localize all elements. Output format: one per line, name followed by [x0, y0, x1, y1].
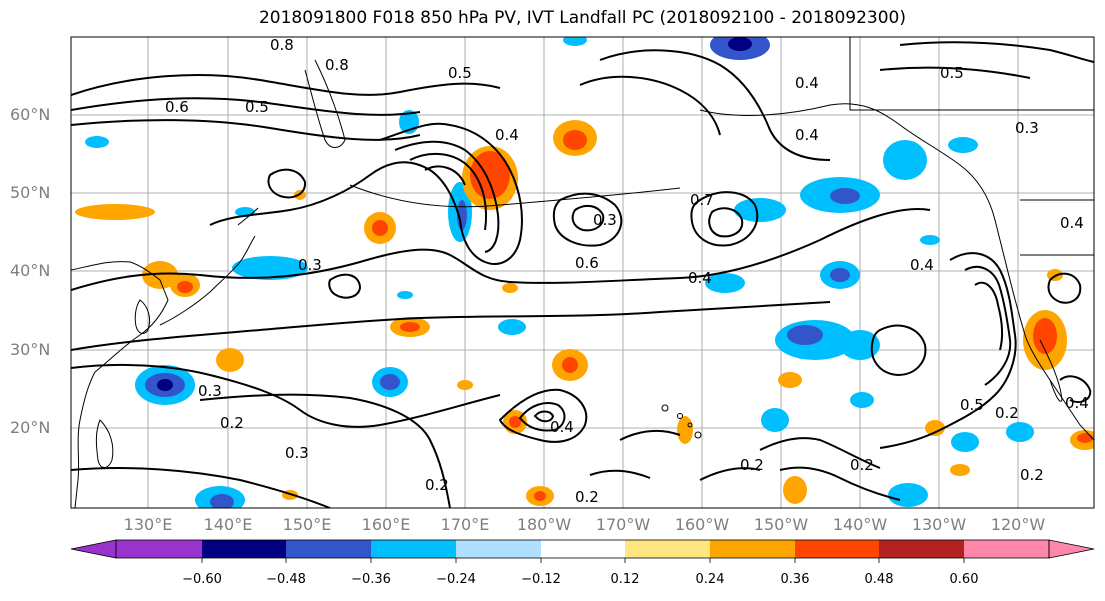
pv-contours: [71, 41, 1094, 508]
contour-label: 0.5: [448, 64, 472, 82]
lon-label: 160°E: [361, 515, 411, 534]
colorbar-tick-label: 0.12: [610, 572, 640, 587]
contour-label: 0.2: [220, 414, 244, 432]
lon-label: 140°W: [832, 515, 888, 534]
lon-label: 170°E: [440, 515, 490, 534]
coastlines: [71, 37, 1094, 508]
colorbar-tick-label: 0.60: [949, 572, 979, 587]
contour-label: 0.6: [575, 254, 599, 272]
colorbar-bin: [286, 540, 371, 558]
lon-label: 140°E: [203, 515, 253, 534]
colorbar-tick-label: 0.24: [695, 572, 725, 587]
contour-label: 0.4: [1065, 394, 1089, 412]
lon-label: 180°W: [516, 515, 572, 534]
lon-label: 130°W: [911, 515, 967, 534]
contour-label: 0.5: [960, 396, 984, 414]
lon-label: 130°E: [123, 515, 173, 534]
colorbar-tick-label: −0.12: [521, 572, 561, 587]
colorbar-bin: [541, 540, 625, 558]
colorbar-bin: [456, 540, 541, 558]
contour-label: 0.2: [740, 456, 764, 474]
contour-label: 0.3: [1015, 119, 1039, 137]
lon-label: 120°W: [990, 515, 1046, 534]
colorbar: [70, 539, 1095, 563]
contour-label: 0.2: [575, 488, 599, 506]
contour-label: 0.4: [550, 418, 574, 436]
colorbar-left-arrow: [70, 539, 117, 559]
contour-label: 0.8: [270, 36, 294, 54]
map-border: [70, 36, 1095, 509]
colorbar-bin: [710, 540, 795, 558]
colorbar-bin: [116, 540, 202, 558]
contour-label: 0.7: [690, 191, 714, 209]
contour-label: 0.4: [1060, 214, 1084, 232]
colorbar-tick-label: 0.36: [780, 572, 810, 587]
colorbar-tick-label: −0.60: [182, 572, 222, 587]
contour-label: 0.3: [298, 256, 322, 274]
colorbar-tick-label: −0.48: [266, 572, 306, 587]
contour-label: 0.2: [425, 476, 449, 494]
contour-label: 0.5: [940, 64, 964, 82]
colorbar-tick-label: −0.36: [351, 572, 391, 587]
lon-label: 170°W: [595, 515, 651, 534]
contour-label: 0.4: [795, 74, 819, 92]
contour-label: 0.2: [1020, 466, 1044, 484]
lon-label: 150°E: [282, 515, 332, 534]
colorbar-right-arrow: [1048, 539, 1095, 559]
colorbar-bin: [964, 540, 1049, 558]
colorbar-bin: [795, 540, 879, 558]
lat-label-20n: 20°N: [10, 418, 51, 437]
contour-label: 0.3: [593, 211, 617, 229]
contour-label: 0.4: [910, 256, 934, 274]
lat-label-30n: 30°N: [10, 340, 51, 359]
contour-label: 0.4: [495, 126, 519, 144]
lat-label-50n: 50°N: [10, 183, 51, 202]
contour-label: 0.3: [285, 444, 309, 462]
colorbar-bin: [371, 540, 456, 558]
contour-label: 0.2: [850, 456, 874, 474]
map-frame: [71, 37, 1094, 508]
contour-label: 0.3: [198, 382, 222, 400]
contour-label: 0.4: [795, 126, 819, 144]
contour-labels: 0.8 0.5 0.6 0.5 0.4 0.7 0.8 0.5 0.3 0.4 …: [165, 36, 1089, 506]
lon-label: 160°W: [674, 515, 730, 534]
colorbar-bin: [202, 540, 286, 558]
contour-label: 0.4: [688, 269, 712, 287]
contour-label: 0.8: [325, 56, 349, 74]
contour-label: 0.2: [995, 404, 1019, 422]
contour-label: 0.6: [165, 98, 189, 116]
lat-label-40n: 40°N: [10, 261, 51, 280]
colorbar-tick-label: −0.24: [436, 572, 476, 587]
colorbar-bin: [879, 540, 964, 558]
map-title: 2018091800 F018 850 hPa PV, IVT Landfall…: [258, 8, 906, 28]
lon-label: 150°W: [753, 515, 809, 534]
colorbar-bin: [625, 540, 710, 558]
contour-label: 0.5: [245, 98, 269, 116]
colorbar-outline: [115, 539, 1050, 559]
colorbar-tick-label: 0.48: [864, 572, 894, 587]
lat-label-60n: 60°N: [10, 105, 51, 124]
